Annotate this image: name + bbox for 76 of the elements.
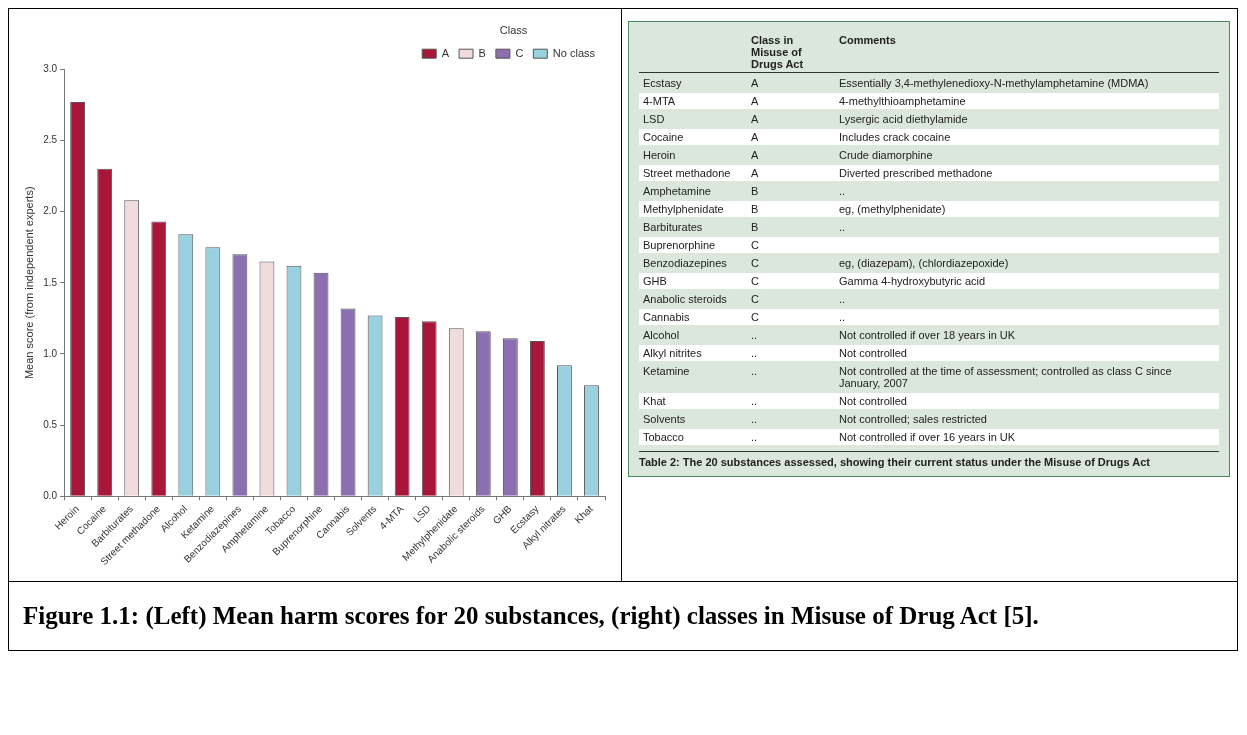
category-label: Cocaine [643,131,684,143]
text: .. [839,185,846,197]
text: Essentially 3,4-methylenedioxy-N-methylamphetamine (MDMA) [839,77,1149,89]
category-label: Khat [643,395,666,407]
category-label: Street methadone [643,167,731,179]
text: eg, (methylphenidate) [839,203,946,215]
text: Crude diamorphine [839,149,933,161]
category-label: Tobacco [643,431,684,443]
category-label: Methylphenidate [643,203,724,215]
category-label: Heroin [643,149,676,161]
legend-label: No class [552,46,596,59]
y-axis-title: Mean score (from independent experts) [22,186,35,380]
text: Table 2: The 20 substances assessed, showing their current status under the Misuse of Drugs Act [639,451,1219,468]
category-label: Class in Misuse of Drugs Act [747,32,835,73]
category-label: Buprenorphine [643,239,716,251]
text: .. [751,329,758,341]
caption: Figure 1.1: (Left) Mean harm scores for 20 substances, (right) classes in Misuse of Drug Act [5]. [22,601,1040,632]
text: B [751,203,759,215]
category-label: Comments [835,32,1219,73]
text: B [751,221,759,233]
text: 4-methylthioamphetamine [839,95,966,107]
y-tick-label: 2.5 [43,134,58,146]
text: Not controlled [839,395,907,407]
text: C [751,293,759,305]
legend-title: Class [499,23,528,36]
text: .. [751,347,758,359]
y-tick-label: 2.0 [43,205,58,217]
category-label: Anabolic steroids [643,293,727,305]
y-tick-label: 0.5 [43,418,58,430]
text: Includes crack cocaine [839,131,951,143]
text: A [751,95,759,107]
text: A [751,131,759,143]
text: C [751,311,759,323]
y-tick-label: 0.0 [43,490,58,502]
text: Diverted prescribed methadone [839,167,993,179]
text: Not controlled if over 16 years in UK [839,431,1016,443]
category-label: Barbiturates [643,221,703,233]
y-tick-label: 3.0 [43,62,58,74]
text: C [751,275,759,287]
text: .. [751,365,758,377]
text: Gamma 4-hydroxybutyric acid [839,275,986,287]
text: .. [839,221,846,233]
category-label: Benzodiazepines [643,257,727,269]
category-label: LSD [643,113,665,125]
text: C [751,257,759,269]
text: .. [751,431,758,443]
text: Lysergic acid diethylamide [839,113,968,125]
text: Not controlled at the time of assessment; controlled as class C since January, 2007 [839,365,1172,389]
text: Not controlled; sales restricted [839,413,987,425]
category-label: Ecstasy [643,77,682,89]
y-tick-label: 1.0 [43,347,58,359]
category-label: Solvents [643,413,686,425]
category-label: Amphetamine [643,185,711,197]
text: .. [751,395,758,407]
text: .. [839,311,846,323]
text: A [751,77,759,89]
y-tick-label: 1.5 [43,276,58,288]
category-label: Alcohol [643,329,680,341]
legend-label: A [441,46,450,59]
text: eg, (diazepam), (chlordiazepoxide) [839,257,1009,269]
category-label: Ketamine [643,365,690,377]
text: A [751,167,759,179]
text: A [751,149,759,161]
text: C [751,239,759,251]
text: B [751,185,759,197]
category-label: Alkyl nitrites [643,347,702,359]
legend-label: B [478,46,486,59]
category-label: Cannabis [643,311,690,323]
text: A [751,113,759,125]
text: .. [839,293,846,305]
text: Not controlled if over 18 years in UK [839,329,1016,341]
category-label: 4-MTA [643,95,676,107]
legend-label: C [515,46,524,59]
text: Not controlled [839,347,907,359]
category-label: GHB [643,275,667,287]
text: .. [751,413,758,425]
